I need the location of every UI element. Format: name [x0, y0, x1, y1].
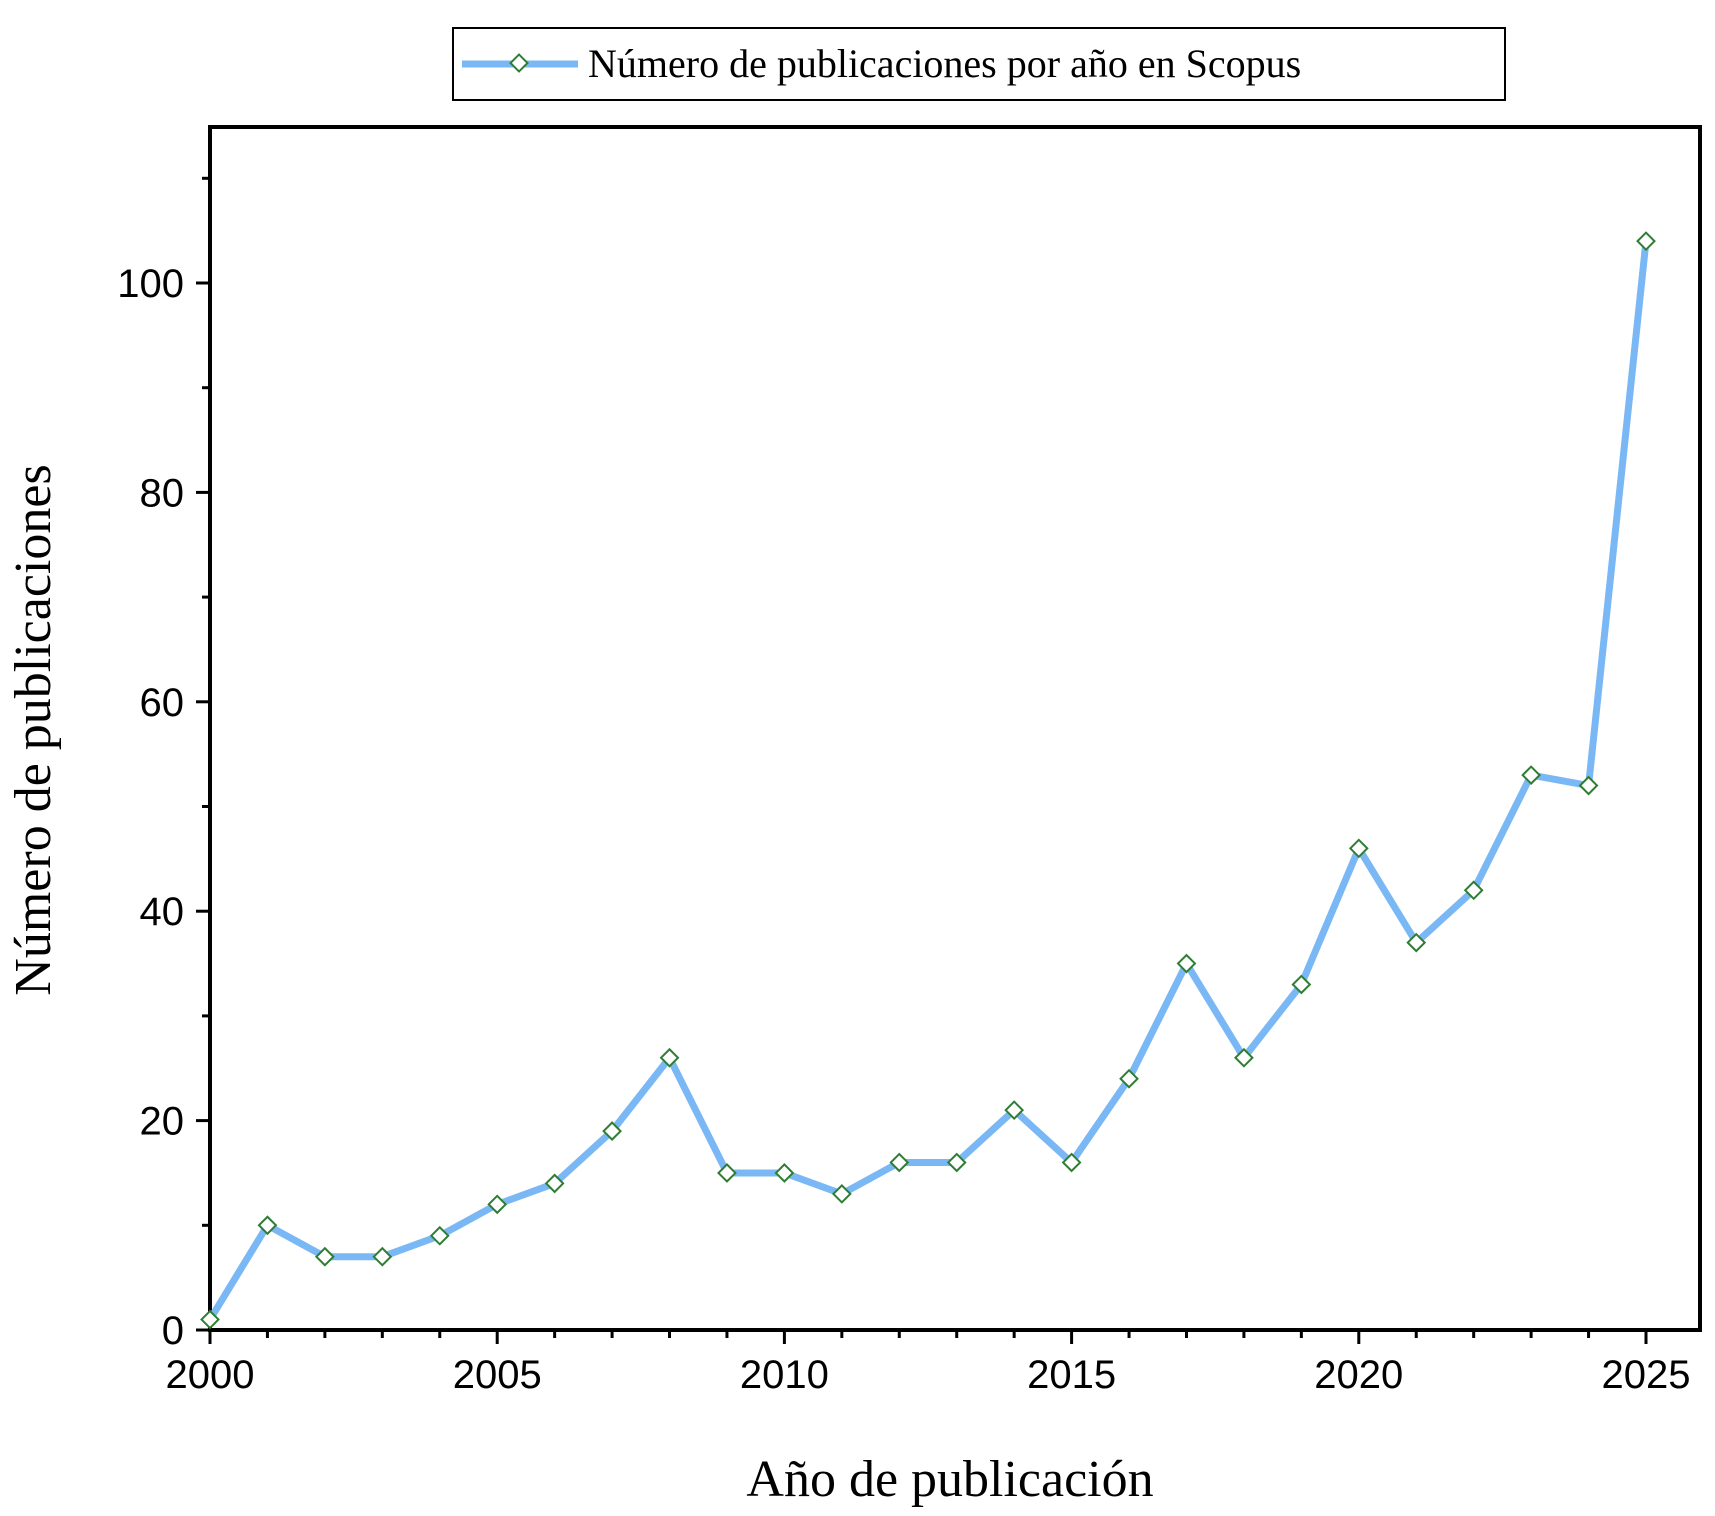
y-axis-title: Número de publicaciones: [5, 464, 62, 995]
data-point: [544, 1173, 565, 1194]
data-point: [487, 1194, 508, 1215]
data-point: [831, 1183, 852, 1204]
data-point: [602, 1121, 622, 1141]
y-tick-label: 20: [140, 1100, 185, 1144]
data-point: [200, 1309, 220, 1330]
data-point: [372, 1246, 393, 1267]
data-point: [946, 1152, 967, 1173]
x-tick-label: 2020: [1314, 1353, 1403, 1397]
x-tick-label: 2000: [166, 1353, 255, 1397]
x-tick-label: 2015: [1027, 1353, 1116, 1397]
data-point: [889, 1152, 910, 1173]
data-point: [659, 1047, 680, 1068]
data-point: [1291, 974, 1312, 995]
y-tick-label: 0: [162, 1309, 184, 1353]
legend-series-label: Número de publicaciones por año en Scopu…: [588, 41, 1301, 86]
y-tick-label: 80: [140, 471, 185, 515]
data-point: [1463, 880, 1484, 901]
data-point: [1578, 775, 1599, 796]
data-point: [717, 1163, 737, 1183]
data-point: [1176, 953, 1197, 974]
legend: Número de publicaciones por año en Scopu…: [452, 27, 1506, 101]
data-point: [1521, 765, 1542, 785]
data-point: [257, 1215, 278, 1236]
x-tick-label: 2010: [740, 1353, 829, 1397]
data-point: [1348, 838, 1369, 859]
legend-box: [452, 27, 1506, 101]
data-point: [1004, 1100, 1025, 1121]
data-point: [1406, 932, 1427, 953]
data-point: [1636, 231, 1656, 252]
plot-area: [200, 231, 1656, 1330]
data-point: [429, 1225, 450, 1246]
x-tick-label: 2005: [453, 1353, 542, 1397]
y-tick-label: 100: [117, 262, 184, 306]
series-line: [206, 237, 1650, 1324]
plot-frame: [208, 125, 1702, 1332]
data-point: [1119, 1068, 1139, 1089]
data-point: [1234, 1047, 1254, 1068]
data-point: [314, 1246, 335, 1267]
data-point: [1061, 1152, 1082, 1173]
data-point: [774, 1163, 795, 1183]
y-tick-label: 40: [140, 890, 185, 934]
axes: 2000 2005 2010 2015 2020 2025 0 20 40 60 80 100: [117, 125, 1702, 1397]
x-tick-label: 2025: [1602, 1353, 1691, 1397]
y-tick-label: 60: [140, 681, 185, 725]
legend-marker-swatch: [509, 53, 529, 73]
x-axis-title: Año de publicación: [746, 1451, 1153, 1508]
